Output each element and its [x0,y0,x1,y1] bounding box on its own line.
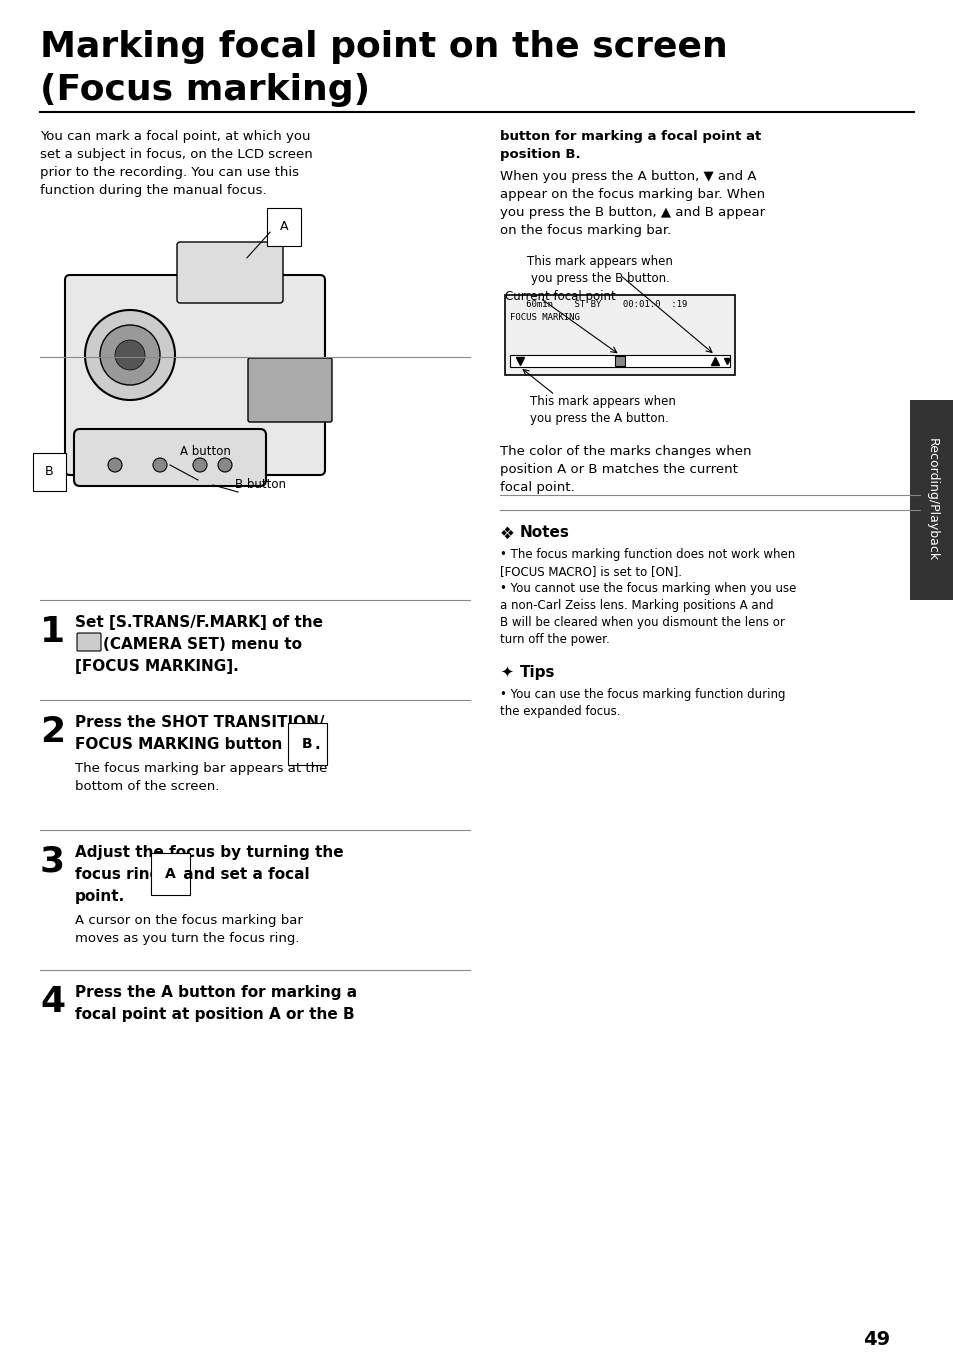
Circle shape [115,341,145,370]
Text: Adjust the focus by turning the: Adjust the focus by turning the [75,845,343,860]
Text: 49: 49 [862,1330,889,1349]
Text: .: . [314,737,320,752]
Text: You can mark a focal point, at which you
set a subject in focus, on the LCD scre: You can mark a focal point, at which you… [40,130,313,197]
Text: Marking focal point on the screen: Marking focal point on the screen [40,30,727,64]
Text: • You cannot use the focus marking when you use
a non-Carl Zeiss lens. Marking p: • You cannot use the focus marking when … [499,582,796,646]
Text: (CAMERA SET) menu to: (CAMERA SET) menu to [103,636,302,651]
Bar [504,294,734,375]
Text: point.: point. [75,889,125,904]
Text: ✦: ✦ [499,665,512,680]
Circle shape [100,324,160,385]
Text: ❖: ❖ [499,525,515,543]
Text: 2: 2 [40,715,65,749]
Text: When you press the A button, ▼ and A
appear on the focus marking bar. When
you p: When you press the A button, ▼ and A app… [499,170,764,237]
Text: This mark appears when
you press the B button.: This mark appears when you press the B b… [526,255,672,285]
Text: This mark appears when
you press the A button.: This mark appears when you press the A b… [530,395,675,425]
Circle shape [218,459,232,472]
Text: (Focus marking): (Focus marking) [40,73,370,107]
Text: Recording/Playback: Recording/Playback [924,438,938,562]
Text: FOCUS MARKING: FOCUS MARKING [510,313,579,322]
Text: Press the SHOT TRANSITION/: Press the SHOT TRANSITION/ [75,715,324,730]
FancyBboxPatch shape [248,358,332,422]
Bar [615,356,624,366]
Text: A: A [280,220,288,233]
Text: and set a focal: and set a focal [178,867,310,882]
Circle shape [85,309,174,400]
Text: Press the A button for marking a: Press the A button for marking a [75,985,356,1000]
FancyBboxPatch shape [77,632,101,651]
Text: • The focus marking function does not work when
[FOCUS MACRO] is set to [ON].: • The focus marking function does not wo… [499,548,795,578]
Text: B: B [45,465,53,478]
Circle shape [108,459,122,472]
Text: A button: A button [180,445,231,459]
Text: focal point at position A or the B: focal point at position A or the B [75,1007,355,1022]
FancyBboxPatch shape [74,429,266,486]
FancyBboxPatch shape [177,242,283,303]
Text: Set [S.TRANS/F.MARK] of the: Set [S.TRANS/F.MARK] of the [75,615,323,630]
Bar [909,400,953,600]
Text: Notes: Notes [519,525,569,540]
Circle shape [152,459,167,472]
Text: The color of the marks changes when
position A or B matches the current
focal po: The color of the marks changes when posi… [499,445,751,494]
Circle shape [193,459,207,472]
Text: 1: 1 [40,615,65,649]
Text: Current focal point: Current focal point [504,290,615,303]
Text: A cursor on the focus marking bar
moves as you turn the focus ring.: A cursor on the focus marking bar moves … [75,915,302,944]
FancyBboxPatch shape [65,275,325,475]
Bar [510,356,729,366]
Text: 3: 3 [40,845,65,879]
Text: 4: 4 [40,985,65,1019]
Text: FOCUS MARKING button: FOCUS MARKING button [75,737,287,752]
Text: focus ring: focus ring [75,867,166,882]
Text: Tips: Tips [519,665,555,680]
Text: B button: B button [234,478,286,491]
Text: [FOCUS MARKING].: [FOCUS MARKING]. [75,660,238,674]
Text: A: A [165,867,175,881]
Text: • You can use the focus marking function during
the expanded focus.: • You can use the focus marking function… [499,688,784,718]
Text: The focus marking bar appears at the
bottom of the screen.: The focus marking bar appears at the bot… [75,763,327,792]
Text: button for marking a focal point at
position B.: button for marking a focal point at posi… [499,130,760,161]
Text: 60min    ST BY    00:01:0  :19: 60min ST BY 00:01:0 :19 [510,300,687,309]
Text: B: B [302,737,313,750]
